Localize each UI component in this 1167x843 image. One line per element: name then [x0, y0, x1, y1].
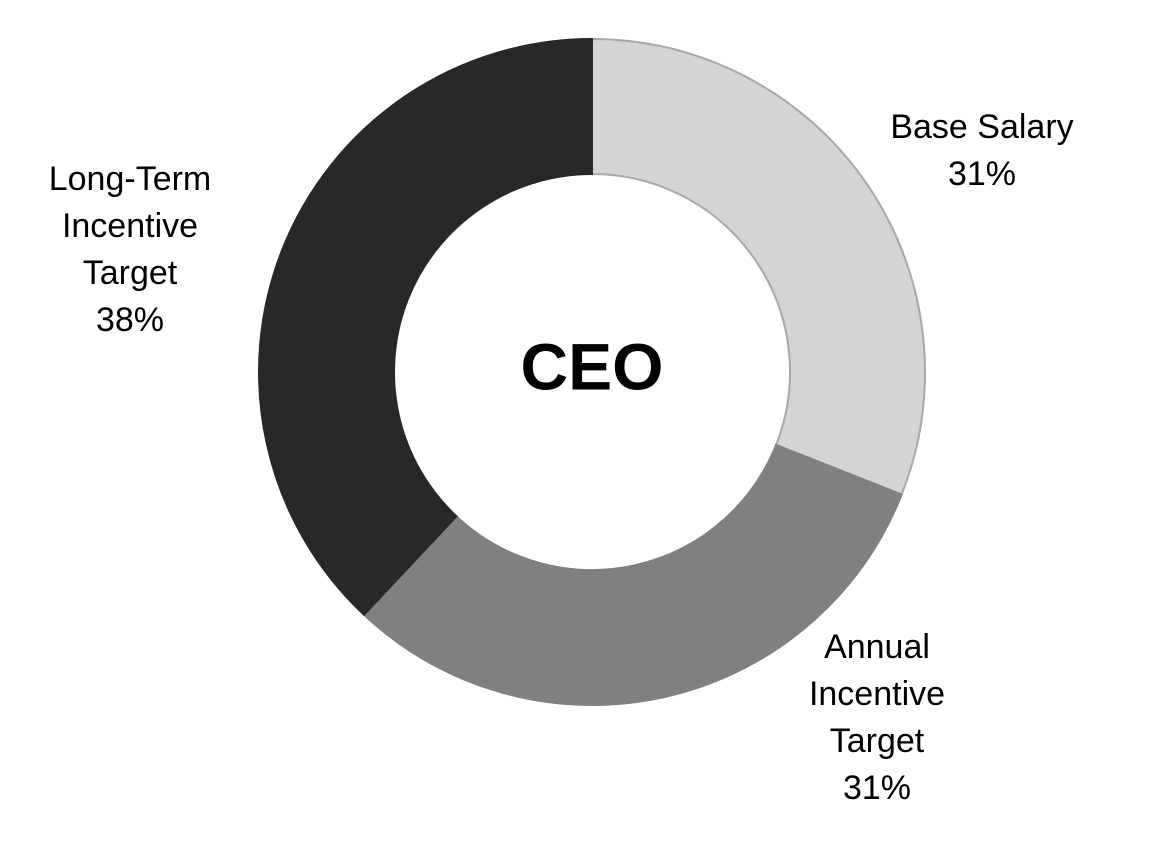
category-label: Annual Incentive Target: [808, 628, 946, 760]
donut-slice: [362, 443, 903, 706]
category-label: Base Salary: [890, 108, 1074, 146]
slice-label: Long-Term Incentive Target 38%: [30, 156, 230, 344]
slice-label: Annual Incentive Target 31%: [777, 624, 977, 812]
slice-label: Base Salary 31%: [852, 104, 1112, 198]
donut-slice: [591, 37, 926, 496]
category-label: Long-Term Incentive Target: [48, 160, 212, 292]
value-label: 38%: [95, 301, 165, 339]
value-label: 31%: [947, 155, 1017, 193]
center-label: CEO: [520, 329, 663, 403]
donut-slice: [258, 37, 593, 617]
value-label: 31%: [842, 769, 912, 807]
